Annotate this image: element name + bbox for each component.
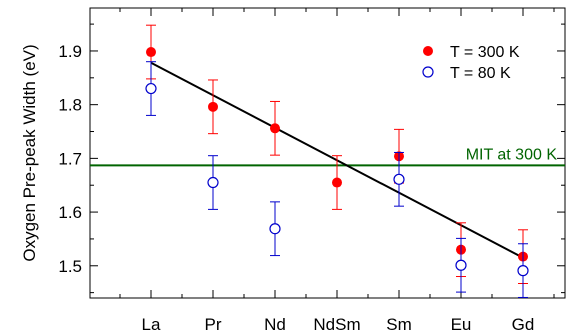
plot-frame: [89, 7, 566, 299]
x-tick-label: La: [142, 315, 161, 334]
y-tick-label: 1.6: [58, 203, 82, 222]
y-tick-label: 1.5: [58, 257, 82, 276]
data-point: [269, 223, 281, 235]
y-tick-label: 1.8: [58, 96, 82, 115]
y-tick-label: 1.9: [58, 42, 82, 61]
x-tick-label: Pr: [205, 315, 222, 334]
data-point: [332, 177, 342, 188]
y-tick-label: 1.7: [58, 149, 82, 168]
legend-label: T = 300 K: [450, 44, 520, 61]
x-axis: La Pr Nd NdSm Sm Eu Gd: [119, 8, 555, 334]
y-axis: 1.5 1.6 1.7 1.8 1.9: [58, 23, 565, 294]
y-axis-title: Oxygen Pre-peak Width (eV): [20, 44, 39, 261]
x-tick-label: Gd: [512, 315, 535, 334]
reference-line-label: MIT at 300 K: [466, 146, 558, 163]
legend-marker: [422, 66, 434, 78]
data-point: [455, 259, 467, 271]
series-80k: [145, 61, 529, 298]
data-point: [393, 173, 405, 185]
data-point: [517, 265, 529, 277]
data-point: [270, 123, 280, 134]
data-point: [208, 101, 218, 112]
x-tick-label: Eu: [451, 315, 472, 334]
legend-marker: [423, 46, 433, 56]
data-point: [207, 176, 219, 189]
series-layer: [145, 24, 529, 298]
x-tick-label: Nd: [264, 315, 286, 334]
x-tick-label: NdSm: [313, 315, 360, 334]
legend-label: T = 80 K: [450, 65, 511, 82]
legend: T = 300 K T = 80 K: [422, 44, 520, 82]
data-point: [145, 82, 157, 95]
x-tick-label: Sm: [386, 315, 412, 334]
data-point: [146, 47, 156, 58]
